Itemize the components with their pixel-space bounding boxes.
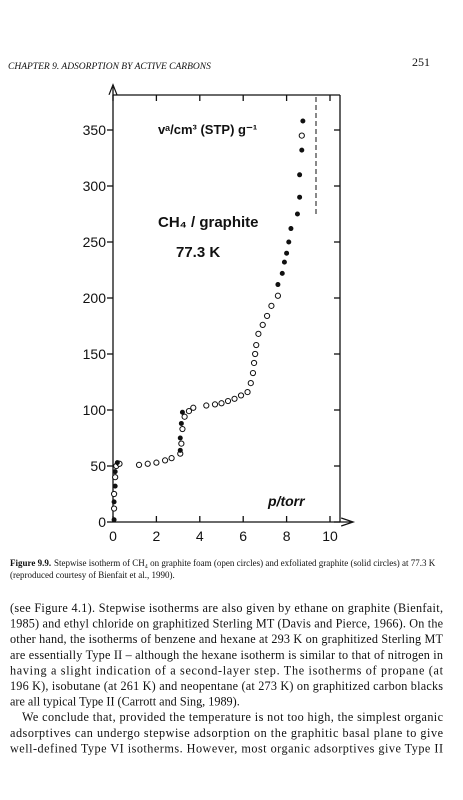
solid-circle bbox=[111, 499, 117, 505]
body-line: 196 K), isobutane (at 261 K) and neopent… bbox=[10, 679, 443, 693]
y-tick-label: 200 bbox=[83, 290, 107, 306]
open-circle bbox=[110, 505, 118, 512]
x-axis-arrow bbox=[341, 517, 356, 527]
open-circle bbox=[190, 404, 197, 411]
x-tick-label: 0 bbox=[109, 528, 117, 544]
open-circle bbox=[252, 350, 259, 358]
solid-circle bbox=[179, 409, 185, 415]
body-line: well-defined Type VI isotherms. However,… bbox=[10, 741, 443, 755]
solid-circle bbox=[297, 194, 303, 200]
open-circle bbox=[253, 341, 260, 349]
open-circle bbox=[247, 380, 254, 387]
body-line: (see Figure 4.1). Stepwise isotherms are… bbox=[10, 601, 443, 615]
solid-circle bbox=[297, 172, 303, 178]
solid-circle bbox=[299, 147, 305, 153]
solid-circle bbox=[284, 250, 290, 256]
caption-text: Stepwise isotherm of CH₄ on graphite foa… bbox=[10, 558, 436, 580]
open-circle bbox=[178, 440, 185, 447]
open-circle bbox=[110, 490, 118, 498]
open-circle bbox=[135, 461, 143, 468]
body-line: We conclude that, provided the temperatu… bbox=[22, 710, 444, 724]
open-circle bbox=[203, 402, 210, 409]
x-axis-label: p/torr bbox=[267, 493, 306, 509]
y-tick-label: 150 bbox=[83, 346, 107, 362]
body-line: adsorptives can undergo stepwise adsorpt… bbox=[10, 726, 443, 740]
x-tick-label: 10 bbox=[322, 528, 338, 544]
open-circle bbox=[244, 388, 251, 396]
open-circle bbox=[181, 413, 188, 420]
open-circle bbox=[211, 401, 219, 408]
chart: 0 50 100 150 200 250 300 350 0 2 4 6 8 10 vᵃ/cm³ (STP)… bbox=[83, 83, 356, 544]
caption: Figure 9.9. bbox=[10, 558, 51, 568]
solid-circle bbox=[281, 259, 287, 265]
open-circle bbox=[153, 459, 160, 466]
y-tick-label: 250 bbox=[83, 234, 107, 250]
open-circle bbox=[298, 132, 305, 139]
running-title: CHAPTER 9. ADSORPTION BY ACTIVE CARBONS bbox=[8, 62, 211, 72]
annotation: 77.3 K bbox=[176, 244, 220, 261]
solid-circle bbox=[275, 282, 281, 288]
open-circle bbox=[218, 400, 225, 407]
open-circle bbox=[259, 321, 266, 328]
solid-circle bbox=[300, 118, 306, 124]
solid-circle bbox=[177, 435, 183, 441]
open-circle bbox=[237, 392, 245, 399]
open-circle bbox=[249, 369, 257, 377]
open-circle bbox=[224, 397, 232, 405]
caption-line: Stepwise isotherm of CH₄ on graphite foa… bbox=[54, 558, 436, 568]
solid-circle bbox=[111, 517, 117, 523]
caption-label: Figure 9.9. bbox=[10, 558, 51, 568]
solid-circle bbox=[294, 211, 300, 217]
body-line: are all typical Type II (Carrott and Sin… bbox=[10, 695, 240, 709]
y-axis-label: vᵃ/cm³ (STP) g⁻¹ bbox=[158, 122, 257, 137]
open-circle bbox=[144, 460, 151, 467]
y-tick-label: 300 bbox=[83, 178, 107, 194]
solid-circle bbox=[288, 226, 294, 232]
annotation: CH₄ / graphite bbox=[158, 214, 259, 231]
open-circle bbox=[185, 408, 193, 415]
y-tick-label: 50 bbox=[90, 458, 106, 474]
solid-circle bbox=[112, 469, 118, 475]
solid-circle bbox=[112, 483, 118, 489]
open-circle bbox=[112, 474, 119, 481]
caption-line: (reproduced courtesy of Bienfait et al.,… bbox=[10, 570, 175, 580]
y-tick-label: 0 bbox=[98, 514, 106, 530]
open-circle bbox=[263, 312, 271, 320]
open-circle bbox=[250, 359, 258, 367]
body-line: other hand, the isotherms of benzene and… bbox=[10, 632, 444, 646]
x-tick-label: 4 bbox=[196, 528, 204, 544]
y-axis-arrow bbox=[108, 83, 118, 96]
open-circle bbox=[161, 457, 169, 464]
solid-circle bbox=[279, 270, 285, 276]
open-circle bbox=[168, 455, 175, 462]
open-circle bbox=[255, 330, 262, 337]
body-line: having a slight indication of a second-l… bbox=[10, 663, 444, 677]
x-tick-label: 8 bbox=[283, 528, 291, 544]
x-tick-label: 6 bbox=[239, 528, 247, 544]
open-circle bbox=[231, 395, 238, 402]
body-line: 1985) and ethyl chloride on graphitized … bbox=[10, 617, 443, 631]
solid-circle bbox=[114, 460, 120, 466]
y-tick-label: 350 bbox=[83, 122, 107, 138]
x-tick-label: 2 bbox=[153, 528, 161, 544]
page-number: 251 bbox=[412, 55, 430, 69]
y-tick-label: 100 bbox=[83, 402, 107, 418]
solid-circle bbox=[177, 447, 183, 453]
solid-circle bbox=[286, 239, 292, 245]
body-line: are essentially Type II – although the h… bbox=[10, 648, 443, 662]
open-circle bbox=[268, 302, 275, 309]
open-circle bbox=[179, 425, 186, 433]
body-text: (see Figure 4.1). Stepwise isotherms are… bbox=[10, 601, 444, 755]
caption-body: Stepwise isotherm of CH₄ on graphite foa… bbox=[10, 558, 436, 580]
solid-circle bbox=[178, 420, 184, 426]
open-circle bbox=[274, 292, 282, 299]
